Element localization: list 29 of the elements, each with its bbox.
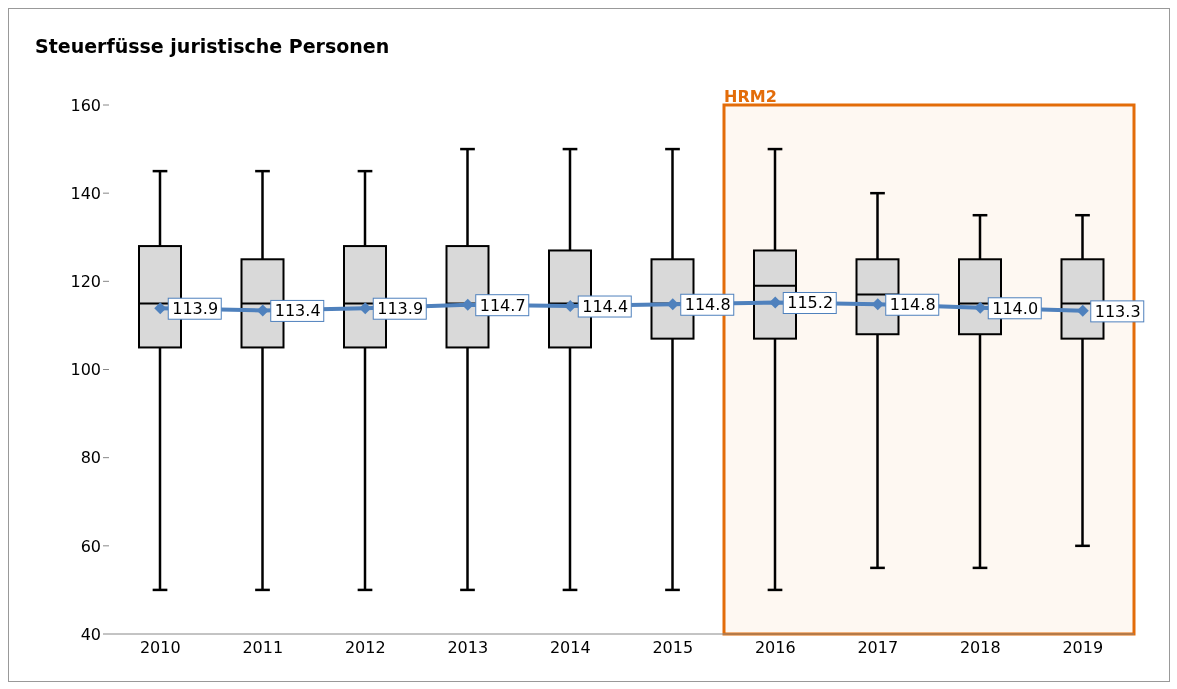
data-label: 113.4	[274, 301, 321, 321]
y-tick-label: 140	[70, 183, 101, 203]
data-label: 114.8	[684, 295, 731, 315]
data-label: 115.2	[787, 293, 834, 313]
y-tick-label: 80	[80, 448, 101, 468]
y-tick-label: 60	[80, 536, 101, 556]
x-tick-label: 2012	[344, 638, 386, 658]
data-label: 114.8	[889, 295, 936, 315]
y-tick-label: 160	[70, 95, 101, 115]
y-tick-label: 100	[70, 360, 101, 380]
data-label: 113.9	[377, 299, 424, 319]
x-tick-label: 2014	[549, 638, 591, 658]
data-label: 114.7	[479, 295, 526, 315]
data-label: 114.0	[992, 298, 1039, 318]
y-tick-label: 40	[80, 624, 101, 644]
x-tick-label: 2018	[959, 638, 1001, 658]
data-label: 114.4	[582, 297, 629, 317]
y-tick-label: 120	[70, 272, 101, 292]
chart-title: Steuerfüsse juristische Personen	[35, 35, 390, 57]
band-label: HRM2	[724, 87, 777, 107]
x-tick-label: 2017	[857, 638, 899, 658]
data-label: 113.9	[172, 299, 219, 319]
x-tick-label: 2011	[242, 638, 284, 658]
data-label: 113.3	[1094, 301, 1141, 321]
x-tick-label: 2010	[139, 638, 181, 658]
x-tick-label: 2015	[652, 638, 694, 658]
x-tick-label: 2013	[447, 638, 489, 658]
x-tick-label: 2019	[1062, 638, 1104, 658]
x-tick-label: 2016	[754, 638, 796, 658]
